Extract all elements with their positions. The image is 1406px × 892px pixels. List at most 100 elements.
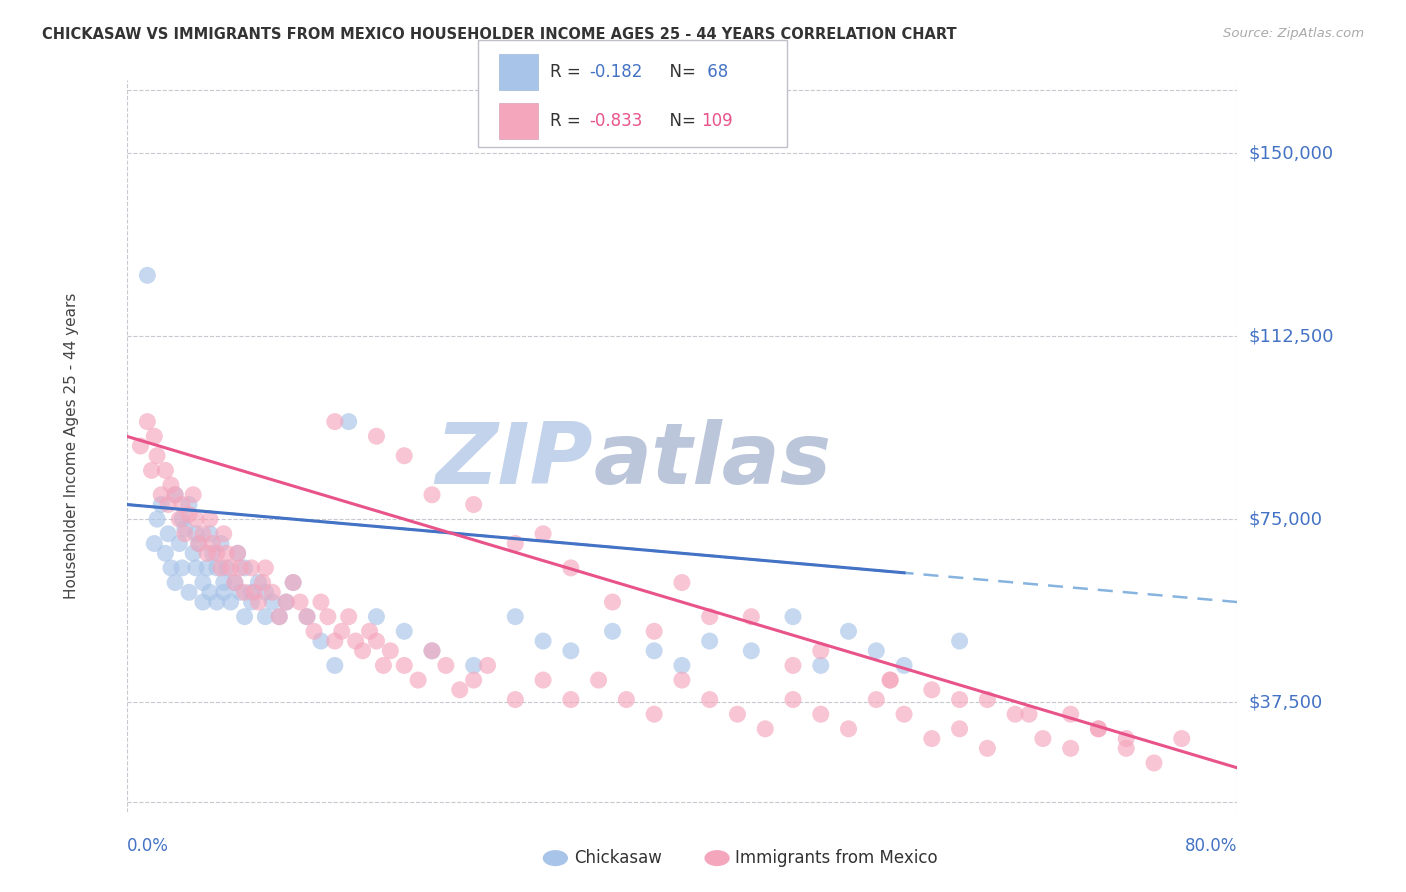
Point bbox=[503, 609, 526, 624]
Point bbox=[503, 692, 526, 706]
Point bbox=[309, 595, 332, 609]
Point bbox=[254, 609, 277, 624]
Point bbox=[810, 658, 832, 673]
Point bbox=[173, 526, 195, 541]
Point bbox=[893, 707, 915, 722]
Point bbox=[136, 268, 159, 283]
Point bbox=[948, 634, 970, 648]
Point bbox=[782, 609, 804, 624]
Point bbox=[136, 415, 159, 429]
Point bbox=[531, 634, 554, 648]
Point bbox=[141, 463, 163, 477]
Point bbox=[187, 536, 209, 550]
Point bbox=[463, 658, 485, 673]
Point bbox=[233, 561, 256, 575]
Point bbox=[1087, 722, 1109, 736]
Point bbox=[727, 707, 749, 722]
Point bbox=[146, 449, 169, 463]
Point bbox=[976, 741, 998, 756]
Point bbox=[247, 595, 270, 609]
Text: R =: R = bbox=[550, 63, 586, 81]
Text: 80.0%: 80.0% bbox=[1185, 837, 1237, 855]
Point bbox=[394, 624, 416, 639]
Point bbox=[352, 644, 374, 658]
Point bbox=[671, 575, 693, 590]
Point bbox=[643, 624, 665, 639]
Point bbox=[699, 692, 721, 706]
Point bbox=[233, 585, 256, 599]
Point bbox=[1004, 707, 1026, 722]
Point bbox=[309, 634, 332, 648]
Text: Source: ZipAtlas.com: Source: ZipAtlas.com bbox=[1223, 27, 1364, 40]
Point bbox=[782, 658, 804, 673]
Point bbox=[229, 561, 252, 575]
Point bbox=[643, 644, 665, 658]
Point bbox=[1060, 707, 1083, 722]
Point bbox=[181, 546, 204, 560]
Text: Immigrants from Mexico: Immigrants from Mexico bbox=[735, 849, 938, 867]
Point bbox=[252, 575, 274, 590]
Text: N=: N= bbox=[659, 112, 702, 130]
Point bbox=[420, 644, 443, 658]
Point bbox=[879, 673, 901, 687]
Point bbox=[1018, 707, 1040, 722]
Point bbox=[643, 707, 665, 722]
Point bbox=[420, 488, 443, 502]
Point bbox=[226, 546, 249, 560]
Point bbox=[150, 498, 173, 512]
Point bbox=[434, 658, 457, 673]
Point bbox=[1032, 731, 1054, 746]
Point bbox=[254, 561, 277, 575]
Point bbox=[269, 609, 291, 624]
Point bbox=[699, 609, 721, 624]
Point bbox=[1143, 756, 1166, 770]
Point bbox=[921, 682, 943, 697]
Point bbox=[602, 595, 624, 609]
Point bbox=[209, 536, 232, 550]
Point bbox=[212, 526, 235, 541]
Point bbox=[184, 512, 207, 526]
Text: N=: N= bbox=[659, 63, 702, 81]
Point bbox=[205, 595, 228, 609]
Point bbox=[477, 658, 499, 673]
Point bbox=[503, 536, 526, 550]
Point bbox=[810, 644, 832, 658]
Point bbox=[838, 722, 860, 736]
Point bbox=[224, 575, 246, 590]
Point bbox=[344, 634, 367, 648]
Point bbox=[198, 585, 221, 599]
Point bbox=[366, 429, 388, 443]
Point bbox=[1115, 731, 1137, 746]
Point bbox=[1170, 731, 1192, 746]
Point bbox=[157, 526, 180, 541]
Point bbox=[671, 658, 693, 673]
Point bbox=[177, 508, 200, 522]
Point bbox=[740, 609, 762, 624]
Point bbox=[288, 595, 311, 609]
Point bbox=[155, 463, 177, 477]
Point bbox=[191, 526, 214, 541]
Point bbox=[226, 546, 249, 560]
Point bbox=[531, 673, 554, 687]
Point bbox=[366, 609, 388, 624]
Point bbox=[198, 526, 221, 541]
Point bbox=[281, 575, 304, 590]
Point bbox=[276, 595, 298, 609]
Point bbox=[754, 722, 776, 736]
Point bbox=[948, 722, 970, 736]
Point bbox=[1087, 722, 1109, 736]
Point bbox=[302, 624, 325, 639]
Text: 0.0%: 0.0% bbox=[127, 837, 169, 855]
Point bbox=[262, 595, 284, 609]
Point bbox=[173, 522, 195, 536]
Point bbox=[337, 415, 360, 429]
Point bbox=[157, 498, 180, 512]
Point bbox=[215, 561, 238, 575]
Point bbox=[810, 707, 832, 722]
Point bbox=[129, 439, 152, 453]
Text: $112,500: $112,500 bbox=[1249, 327, 1334, 345]
Point bbox=[172, 498, 194, 512]
Point bbox=[212, 575, 235, 590]
Point bbox=[420, 644, 443, 658]
Point bbox=[865, 644, 887, 658]
